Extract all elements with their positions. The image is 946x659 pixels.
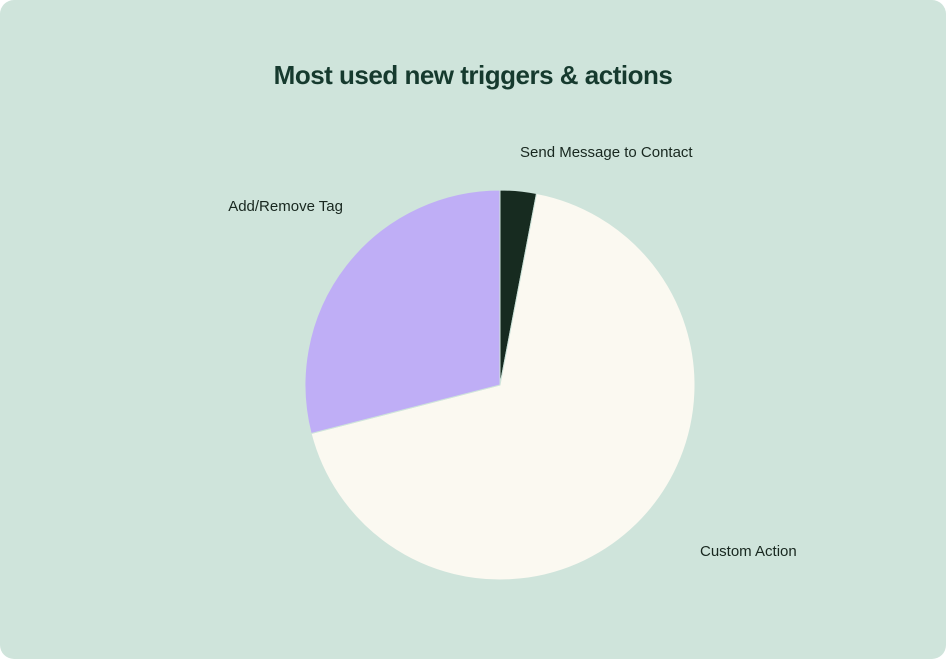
pie-chart [0, 0, 946, 659]
slice-label-send-message: Send Message to Contact [520, 144, 693, 161]
slice-label-custom-action: Custom Action [700, 543, 797, 560]
slice-label-add-remove-tag: Add/Remove Tag [228, 198, 343, 215]
chart-card: Most used new triggers & actions Send Me… [0, 0, 946, 659]
